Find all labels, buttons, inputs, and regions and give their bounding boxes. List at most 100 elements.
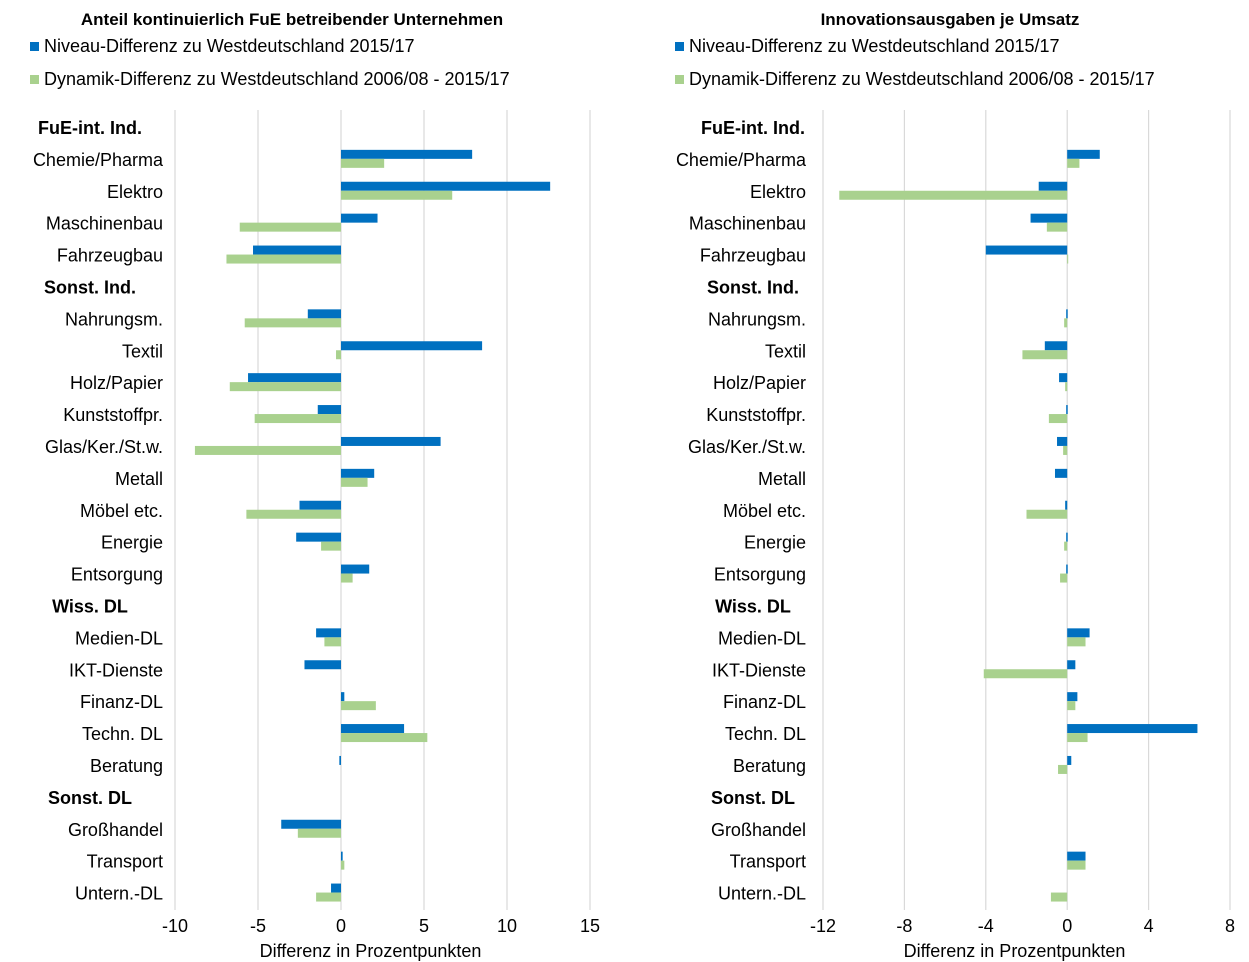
bar-niveau [1038,181,1068,191]
bar-dynamik [194,445,341,455]
bar-niveau [281,819,341,829]
x-tick-label: -5 [250,916,266,936]
category-label: Finanz-DL [723,692,806,712]
bar-dynamik [1067,158,1080,168]
bar-dynamik [341,477,368,487]
bar-niveau [1067,660,1076,670]
legend-label: Dynamik-Differenz zu Westdeutschland 200… [689,69,1155,89]
bar-niveau [341,564,370,574]
category-group-label: Sonst. Ind. [44,277,136,297]
bar-dynamik [239,222,341,232]
x-tick-label: 15 [580,916,600,936]
bar-dynamik [341,573,353,583]
category-label: Metall [115,469,163,489]
category-label: Entsorgung [71,565,163,585]
category-label: Chemie/Pharma [676,150,807,170]
category-label: Kunststoffpr. [706,405,806,425]
bar-dynamik [229,382,341,392]
bar-dynamik [321,541,341,551]
bar-niveau [1066,309,1068,319]
category-label: Chemie/Pharma [33,150,164,170]
bar-niveau [299,500,341,510]
bar-niveau [1057,436,1068,446]
x-axis-title: Differenz in Prozentpunkten [904,941,1126,961]
bar-niveau [1066,405,1068,415]
bar-niveau [985,245,1068,255]
category-label: IKT-Dienste [712,660,806,680]
category-label: Fahrzeugbau [57,246,163,266]
bar-dynamik [341,701,376,711]
bar-dynamik [1048,414,1068,424]
bar-niveau [316,628,341,638]
bar-dynamik [1060,573,1068,583]
bar-niveau [1044,341,1068,351]
bar-niveau [317,405,341,415]
bar-dynamik [324,637,341,647]
legend-swatch [30,42,39,51]
category-label: Nahrungsm. [708,309,806,329]
bar-niveau [1067,755,1072,765]
legend-swatch [675,75,684,84]
bar-niveau [1067,724,1198,734]
chart-title: Innovationsausgaben je Umsatz [821,10,1080,29]
category-label: Nahrungsm. [65,309,163,329]
category-label: Großhandel [68,820,163,840]
bar-dynamik [1067,860,1086,870]
category-label: Kunststoffpr. [63,405,163,425]
bar-niveau [1030,213,1068,223]
bar-dynamik [1046,222,1068,232]
bar-niveau [341,181,551,191]
category-label: Möbel etc. [80,501,163,521]
category-label: Entsorgung [714,565,806,585]
bar-dynamik [341,158,385,168]
category-label: IKT-Dienste [69,660,163,680]
x-tick-label: -8 [896,916,912,936]
bar-niveau [341,436,441,446]
category-label: Transport [730,852,806,872]
category-label: Möbel etc. [723,501,806,521]
category-label: Textil [765,341,806,361]
category-group-label: FuE-int. Ind. [701,118,805,138]
x-tick-label: 0 [1062,916,1072,936]
bar-niveau [341,724,405,734]
category-label: Medien-DL [75,628,163,648]
bar-dynamik [341,190,453,200]
bar-niveau [307,309,341,319]
bar-dynamik [246,509,341,519]
x-tick-label: -10 [162,916,188,936]
x-tick-label: -4 [978,916,994,936]
bar-niveau [1067,149,1100,159]
bar-dynamik [341,860,345,870]
category-group-label: Sonst. Ind. [707,277,799,297]
bar-dynamik [336,350,341,360]
bar-dynamik [244,318,341,328]
bar-dynamik [1022,350,1068,360]
category-label: Energie [101,533,163,553]
bar-niveau [253,245,341,255]
bar-dynamik [226,254,341,264]
bar-niveau [1065,500,1068,510]
bar-niveau [1067,628,1090,638]
bar-dynamik [1065,382,1068,392]
bar-niveau [304,660,341,670]
bar-dynamik [1064,541,1068,551]
category-label: Maschinenbau [46,214,163,234]
bar-niveau [341,692,345,702]
bar-niveau [1066,564,1068,574]
bar-niveau [331,883,341,893]
category-label: Finanz-DL [80,692,163,712]
category-label: Techn. DL [82,724,163,744]
category-label: Großhandel [711,820,806,840]
bar-niveau [1059,373,1068,383]
bar-dynamik [1067,637,1086,647]
bar-niveau [341,149,473,159]
category-label: Elektro [750,182,806,202]
bar-niveau [341,341,483,351]
category-label: Maschinenbau [689,214,806,234]
category-label: Holz/Papier [713,373,806,393]
bar-niveau [341,468,375,478]
x-axis-title: Differenz in Prozentpunkten [260,941,482,961]
legend-swatch [30,75,39,84]
x-tick-label: 0 [336,916,346,936]
